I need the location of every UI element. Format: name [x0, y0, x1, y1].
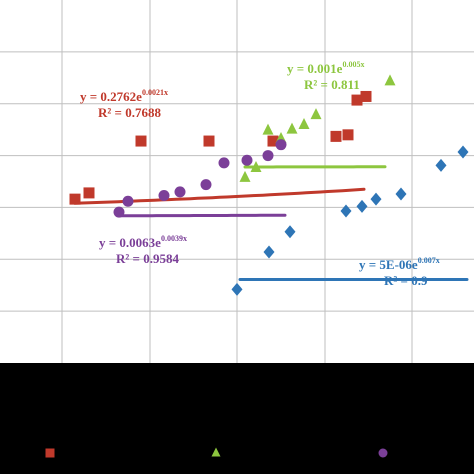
- data-point-blue-4: [356, 199, 368, 213]
- grid-lines: [0, 0, 474, 363]
- equation-blue-exponent: 0.007x: [418, 256, 440, 265]
- legend: [45, 447, 388, 458]
- data-point-blue-1: [263, 245, 275, 259]
- data-point-blue-0: [231, 282, 243, 296]
- equation-green: y = 0.001e0.005x R² = 0.811: [287, 60, 364, 92]
- data-point-blue-2: [284, 225, 296, 239]
- data-point-purple-2: [158, 190, 170, 202]
- data-point-purple-8: [275, 139, 287, 151]
- data-markers: [69, 74, 469, 296]
- data-point-green-4: [286, 122, 298, 134]
- data-point-red-5: [330, 130, 342, 142]
- data-point-blue-3: [340, 204, 352, 218]
- data-point-red-4: [267, 135, 279, 147]
- data-point-blue-7: [435, 158, 447, 172]
- legend-marker-purple: [378, 448, 388, 458]
- data-point-red-3: [203, 135, 215, 147]
- data-point-purple-1: [122, 195, 134, 207]
- equation-blue: y = 5E-06e0.007x R² = 0.9: [359, 256, 440, 288]
- data-point-green-5: [298, 117, 310, 129]
- data-point-blue-8: [457, 145, 469, 159]
- equation-purple-r2: R² = 0.9584: [116, 251, 179, 266]
- data-point-green-0: [239, 170, 251, 182]
- equation-purple: y = 0.0063e0.0039x R² = 0.9584: [99, 234, 187, 266]
- svg-text:y = 0.2762e0.0021x: y = 0.2762e0.0021x: [80, 88, 168, 104]
- data-point-red-0: [69, 193, 81, 205]
- data-point-green-2: [262, 123, 274, 135]
- data-point-purple-4: [200, 179, 212, 191]
- data-point-red-6: [342, 129, 354, 141]
- legend-marker-red: [45, 448, 55, 458]
- legend-marker-green: [211, 447, 221, 457]
- svg-text:y = 5E-06e0.007x: y = 5E-06e0.007x: [359, 256, 440, 272]
- equation-red-base: y = 0.2762e: [80, 89, 142, 104]
- equation-green-r2: R² = 0.811: [304, 77, 360, 92]
- equation-green-base: y = 0.001e: [287, 61, 343, 76]
- data-point-red-7: [351, 94, 363, 106]
- equation-red-exponent: 0.0021x: [142, 88, 168, 97]
- data-point-green-7: [384, 74, 396, 86]
- data-point-purple-5: [218, 157, 230, 169]
- equation-green-exponent: 0.005x: [342, 60, 364, 69]
- data-point-red-2: [135, 135, 147, 147]
- equation-blue-r2: R² = 0.9: [384, 273, 428, 288]
- data-point-green-1: [250, 160, 262, 172]
- svg-text:y = 0.0063e0.0039x: y = 0.0063e0.0039x: [99, 234, 187, 250]
- data-point-green-6: [310, 108, 322, 120]
- equation-blue-base: y = 5E-06e: [359, 257, 418, 272]
- data-point-blue-6: [395, 187, 407, 201]
- data-point-red-8: [360, 90, 372, 102]
- data-point-red-1: [83, 187, 95, 199]
- data-point-blue-5: [370, 192, 382, 206]
- data-point-purple-7: [262, 150, 274, 162]
- equation-red: y = 0.2762e0.0021x R² = 0.7688: [80, 88, 168, 120]
- svg-text:y = 0.001e0.005x: y = 0.001e0.005x: [287, 60, 364, 76]
- equation-red-r2: R² = 0.7688: [98, 105, 161, 120]
- equation-purple-exponent: 0.0039x: [161, 234, 187, 243]
- data-point-purple-0: [113, 206, 125, 218]
- equation-purple-base: y = 0.0063e: [99, 235, 161, 250]
- data-point-purple-3: [174, 186, 186, 198]
- data-point-purple-6: [241, 154, 253, 166]
